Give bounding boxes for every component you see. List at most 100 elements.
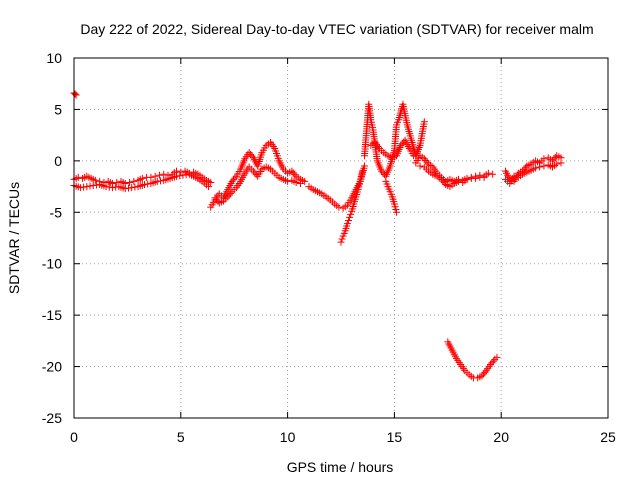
data-point	[248, 152, 256, 160]
series-group	[207, 138, 309, 211]
data-point	[360, 162, 368, 170]
data-point	[422, 157, 430, 165]
data-point	[478, 372, 486, 380]
y-tick-label: 0	[54, 153, 62, 169]
data-point	[557, 159, 565, 167]
data-point	[531, 164, 539, 172]
series-group	[416, 162, 488, 191]
data-point	[510, 172, 518, 180]
data-point	[155, 171, 163, 179]
data-point	[138, 174, 146, 182]
data-point	[296, 179, 304, 187]
data-point	[489, 170, 497, 178]
data-point	[337, 238, 345, 246]
data-point	[440, 179, 448, 187]
data-point	[113, 178, 121, 186]
data-point	[481, 368, 489, 376]
data-point	[463, 175, 471, 183]
data-point	[182, 171, 190, 179]
data-point	[484, 169, 492, 177]
data-point	[521, 164, 529, 172]
data-point	[147, 173, 155, 181]
y-axis-label: SDTVAR / TECUs	[6, 182, 22, 294]
data-point	[540, 162, 548, 170]
grid-lines	[74, 58, 608, 418]
data-point	[416, 162, 424, 170]
data-point	[121, 185, 129, 193]
data-point	[249, 167, 257, 175]
data-point	[212, 196, 220, 204]
data-point	[358, 167, 366, 175]
series-group	[211, 163, 304, 207]
y-tick-label: 10	[46, 50, 62, 66]
data-point	[335, 203, 343, 211]
data-point	[251, 169, 259, 177]
data-point	[231, 174, 239, 182]
data-point	[157, 177, 165, 185]
y-tick-label: -20	[42, 359, 62, 375]
data-point	[379, 169, 387, 177]
series-group	[70, 89, 80, 99]
y-tick-label: -25	[42, 410, 62, 426]
data-point	[124, 184, 132, 192]
data-point	[131, 183, 139, 191]
x-tick-label: 0	[70, 429, 78, 445]
y-tick-label: -5	[50, 204, 63, 220]
data-point	[301, 177, 309, 185]
data-point	[225, 191, 233, 199]
data-point	[420, 118, 428, 126]
data-point	[245, 149, 253, 157]
series-group	[382, 177, 401, 216]
data-point	[536, 163, 544, 171]
data-point	[288, 167, 296, 175]
series-group	[501, 159, 565, 187]
data-point	[227, 189, 235, 197]
data-point	[176, 172, 184, 180]
data-point	[397, 141, 405, 149]
data-marks	[70, 89, 565, 382]
x-tick-label: 25	[600, 429, 616, 445]
data-point	[437, 175, 445, 183]
data-point	[105, 183, 113, 191]
data-point	[420, 155, 428, 163]
x-axis-label: GPS time / hours	[287, 459, 394, 475]
data-point	[128, 184, 136, 192]
data-point	[130, 177, 138, 185]
data-point	[480, 173, 488, 181]
data-point	[344, 217, 352, 225]
data-point	[224, 193, 232, 201]
x-tick-label: 15	[387, 429, 403, 445]
data-point	[553, 160, 561, 168]
data-point	[289, 169, 297, 177]
data-point	[86, 182, 94, 190]
data-point	[247, 150, 255, 158]
data-point	[229, 176, 237, 184]
data-point	[207, 178, 215, 186]
data-point	[74, 173, 82, 181]
data-point	[346, 213, 354, 221]
data-point	[173, 172, 181, 180]
data-point	[347, 210, 355, 218]
data-point	[488, 359, 496, 367]
y-tick-label: 5	[54, 101, 62, 117]
data-point	[292, 178, 300, 186]
data-point	[153, 177, 161, 185]
data-point	[76, 184, 84, 192]
data-point	[378, 167, 386, 175]
data-point	[140, 181, 148, 189]
data-point	[89, 182, 97, 190]
data-point	[108, 184, 116, 192]
data-point	[439, 177, 447, 185]
x-tick-label: 10	[280, 429, 296, 445]
data-point	[398, 140, 406, 148]
data-point	[284, 177, 292, 185]
series-group	[444, 338, 501, 382]
data-point	[540, 155, 548, 163]
data-point	[252, 171, 260, 179]
data-point	[160, 170, 168, 178]
data-point	[548, 157, 556, 165]
data-point	[472, 174, 480, 182]
data-point	[102, 183, 110, 191]
data-point	[179, 171, 187, 179]
data-point	[493, 353, 501, 361]
